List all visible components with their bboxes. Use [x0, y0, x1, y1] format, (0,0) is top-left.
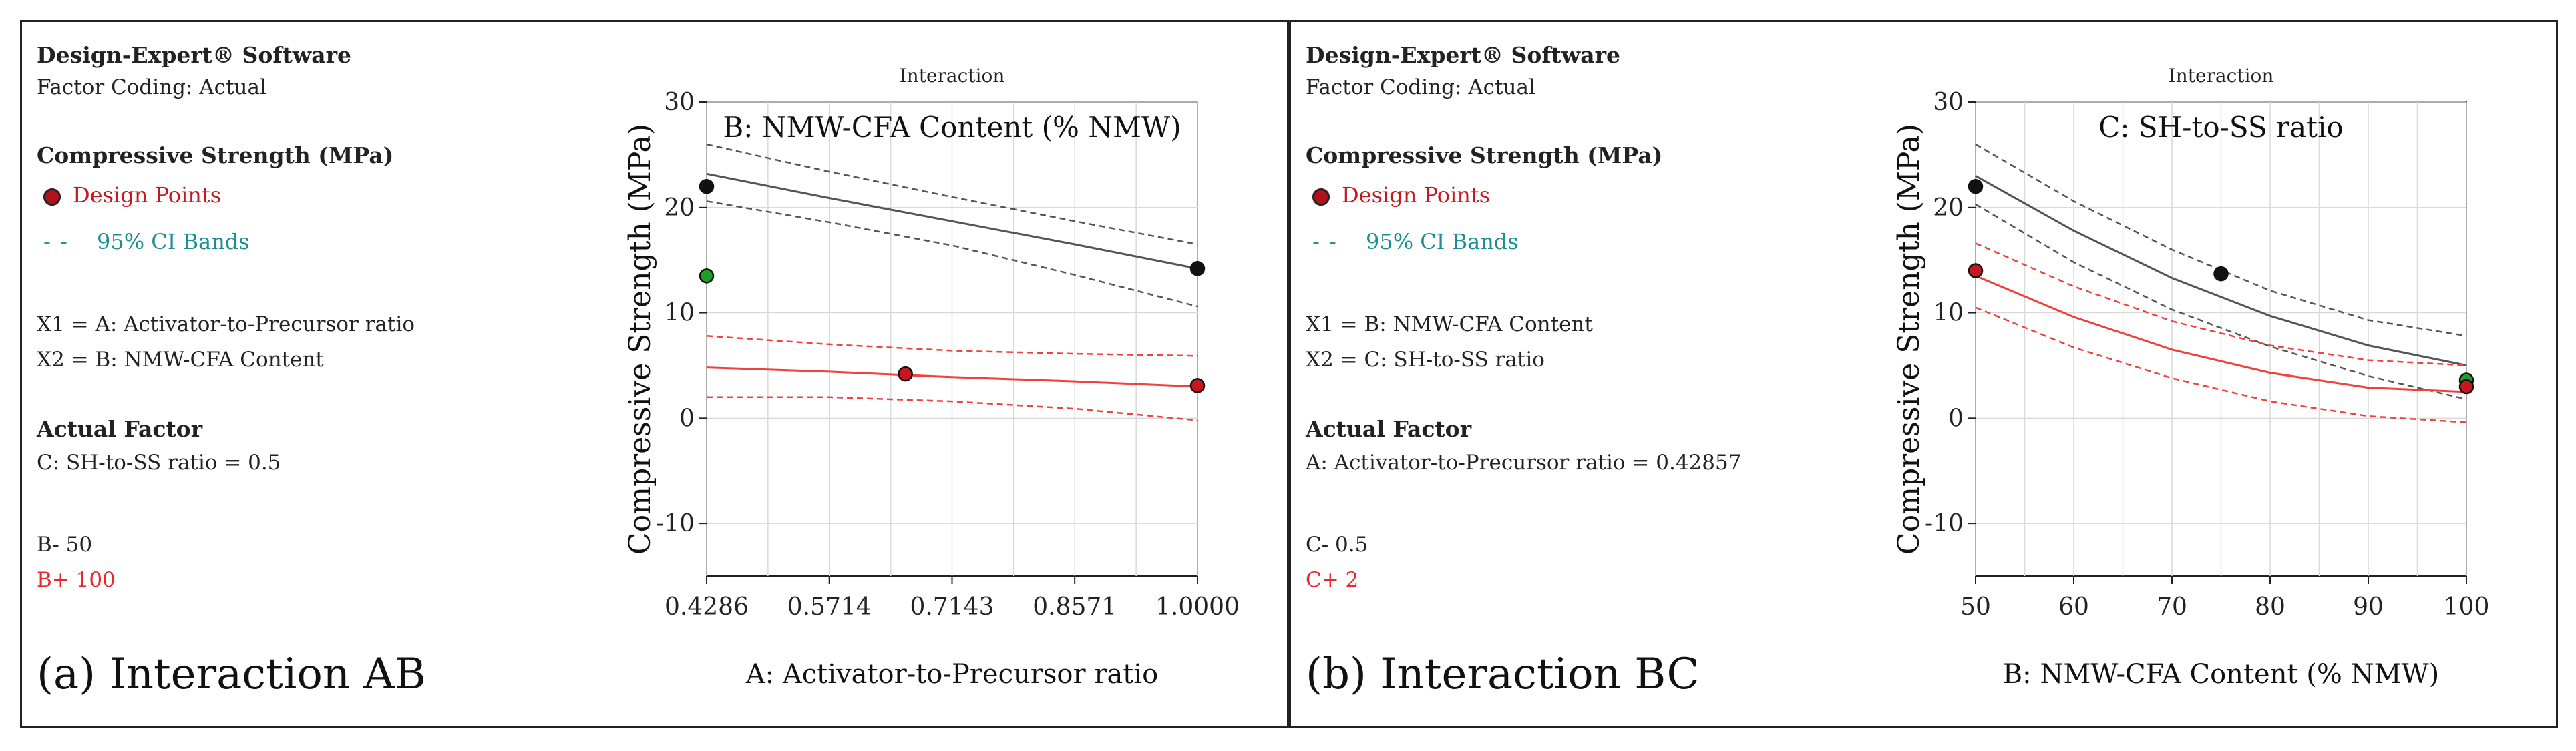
ci-band-lower	[1975, 203, 2467, 401]
design-point	[2458, 379, 2474, 395]
ci-bands-label: 95% CI Bands	[97, 229, 250, 254]
series-low-label: B- 50	[37, 533, 93, 557]
x-tick-label: 50	[1960, 593, 1991, 621]
ci-band-upper	[706, 335, 1198, 357]
ci-band-lower	[706, 200, 1198, 308]
design-point-marker-icon	[43, 188, 61, 206]
design-point	[699, 268, 715, 284]
factor-x1: X1 = B: NMW-CFA Content	[1306, 312, 1593, 336]
actual-factor-value: A: Activator-to-Precursor ratio = 0.4285…	[1306, 451, 1742, 475]
series-high-label: B+ 100	[37, 568, 116, 592]
y-tick-label: 10	[664, 300, 695, 327]
design-point	[1968, 178, 1984, 194]
interaction-bc-chart: Interaction C: SH-to-SS ratio -10 0 10 20 30 50…	[1892, 65, 2490, 690]
series-low-label: C- 0.5	[1306, 533, 1368, 557]
ci-bands-label: 95% CI Bands	[1366, 229, 1519, 254]
response-title: Compressive Strength (MPa)	[1306, 142, 1663, 168]
factor-x1: X1 = A: Activator-to-Precursor ratio	[37, 312, 415, 336]
dashed-line-icon: - -	[43, 229, 69, 254]
chart-title: Interaction	[2169, 65, 2274, 87]
x-tick-label: 0.8571	[1033, 593, 1117, 621]
y-tick-label: -10	[1925, 510, 1964, 537]
software-title: Design-Expert® Software	[1306, 42, 1620, 68]
design-point	[1968, 263, 1984, 278]
info-block: Design-Expert® Software Factor Coding: A…	[37, 42, 638, 643]
design-point	[699, 178, 715, 194]
ci-band-upper	[706, 143, 1198, 246]
design-points-label: Design Points	[73, 182, 222, 208]
y-tick-label: 30	[664, 89, 695, 116]
x-tick-label: 70	[2157, 593, 2187, 621]
caption-b: (b) Interaction BC	[1306, 650, 1700, 699]
y-tick-label: 20	[1933, 194, 1964, 222]
factor-x2: X2 = B: NMW-CFA Content	[37, 348, 324, 372]
info-block: Design-Expert® Software Factor Coding: A…	[1306, 42, 1907, 643]
series-high-label: C+ 2	[1306, 568, 1359, 592]
design-point	[898, 366, 913, 382]
design-points-legend: Design Points	[43, 182, 221, 208]
x-tick-label: 0.7143	[910, 593, 994, 621]
y-tick-label: -10	[656, 510, 695, 537]
y-axis-label: Compressive Strength (MPa)	[623, 123, 657, 555]
chart-title: Interaction	[900, 65, 1005, 87]
panel-interaction-bc: Design-Expert® Software Factor Coding: A…	[1289, 20, 2558, 728]
x-tick-label: 60	[2058, 593, 2089, 621]
series-line	[1975, 175, 2467, 366]
ci-band-upper	[1975, 242, 2467, 366]
y-tick-label: 0	[679, 405, 695, 432]
factor-x2: X2 = C: SH-to-SS ratio	[1306, 348, 1545, 372]
series-line	[706, 366, 1198, 388]
interaction-ab-chart: Interaction B: NMW-CFA Content (% NMW) -10…	[623, 65, 1240, 690]
factor-coding: Factor Coding: Actual	[37, 75, 266, 99]
factor-coding: Factor Coding: Actual	[1306, 75, 1535, 99]
x-tick-label: 100	[2444, 593, 2490, 621]
design-point	[1189, 378, 1206, 393]
caption-a: (a) Interaction AB	[37, 650, 426, 699]
x-tick-label: 0.4286	[665, 593, 749, 621]
software-title: Design-Expert® Software	[37, 42, 351, 68]
panel-interaction-ab: Design-Expert® Software Factor Coding: A…	[20, 20, 1289, 728]
y-tick-label: 30	[1933, 89, 1964, 116]
design-points-legend: Design Points	[1312, 182, 1490, 208]
actual-factor-title: Actual Factor	[37, 416, 203, 442]
series-line	[1975, 274, 2467, 393]
ci-band-lower	[707, 396, 1198, 421]
ci-bands-legend: - - 95% CI Bands	[1312, 229, 1519, 254]
y-tick-label: 20	[664, 194, 695, 222]
series-line	[706, 172, 1198, 270]
design-point	[1189, 261, 1206, 276]
x-tick-label: 0.5714	[787, 593, 872, 621]
x-tick-label: 1.0000	[1155, 593, 1240, 621]
legend-title: B: NMW-CFA Content (% NMW)	[723, 111, 1181, 144]
design-point	[2213, 266, 2229, 282]
dashed-line-icon: - -	[1312, 229, 1338, 254]
legend-title: C: SH-to-SS ratio	[2098, 111, 2343, 144]
ci-bands-legend: - - 95% CI Bands	[43, 229, 250, 254]
x-tick-label: 90	[2353, 593, 2384, 621]
design-points-label: Design Points	[1342, 182, 1491, 208]
y-tick-label: 0	[1948, 405, 1964, 432]
y-tick-label: 10	[1933, 300, 1964, 327]
y-axis-label: Compressive Strength (MPa)	[1892, 123, 1926, 555]
design-point-marker-icon	[1312, 188, 1330, 206]
actual-factor-value: C: SH-to-SS ratio = 0.5	[37, 451, 281, 475]
response-title: Compressive Strength (MPa)	[37, 142, 394, 168]
ci-band-lower	[1975, 306, 2467, 423]
x-tick-label: 80	[2255, 593, 2285, 621]
x-axis-label: B: NMW-CFA Content (% NMW)	[2003, 659, 2440, 690]
x-axis-label: A: Activator-to-Precursor ratio	[745, 659, 1159, 690]
actual-factor-title: Actual Factor	[1306, 416, 1472, 442]
